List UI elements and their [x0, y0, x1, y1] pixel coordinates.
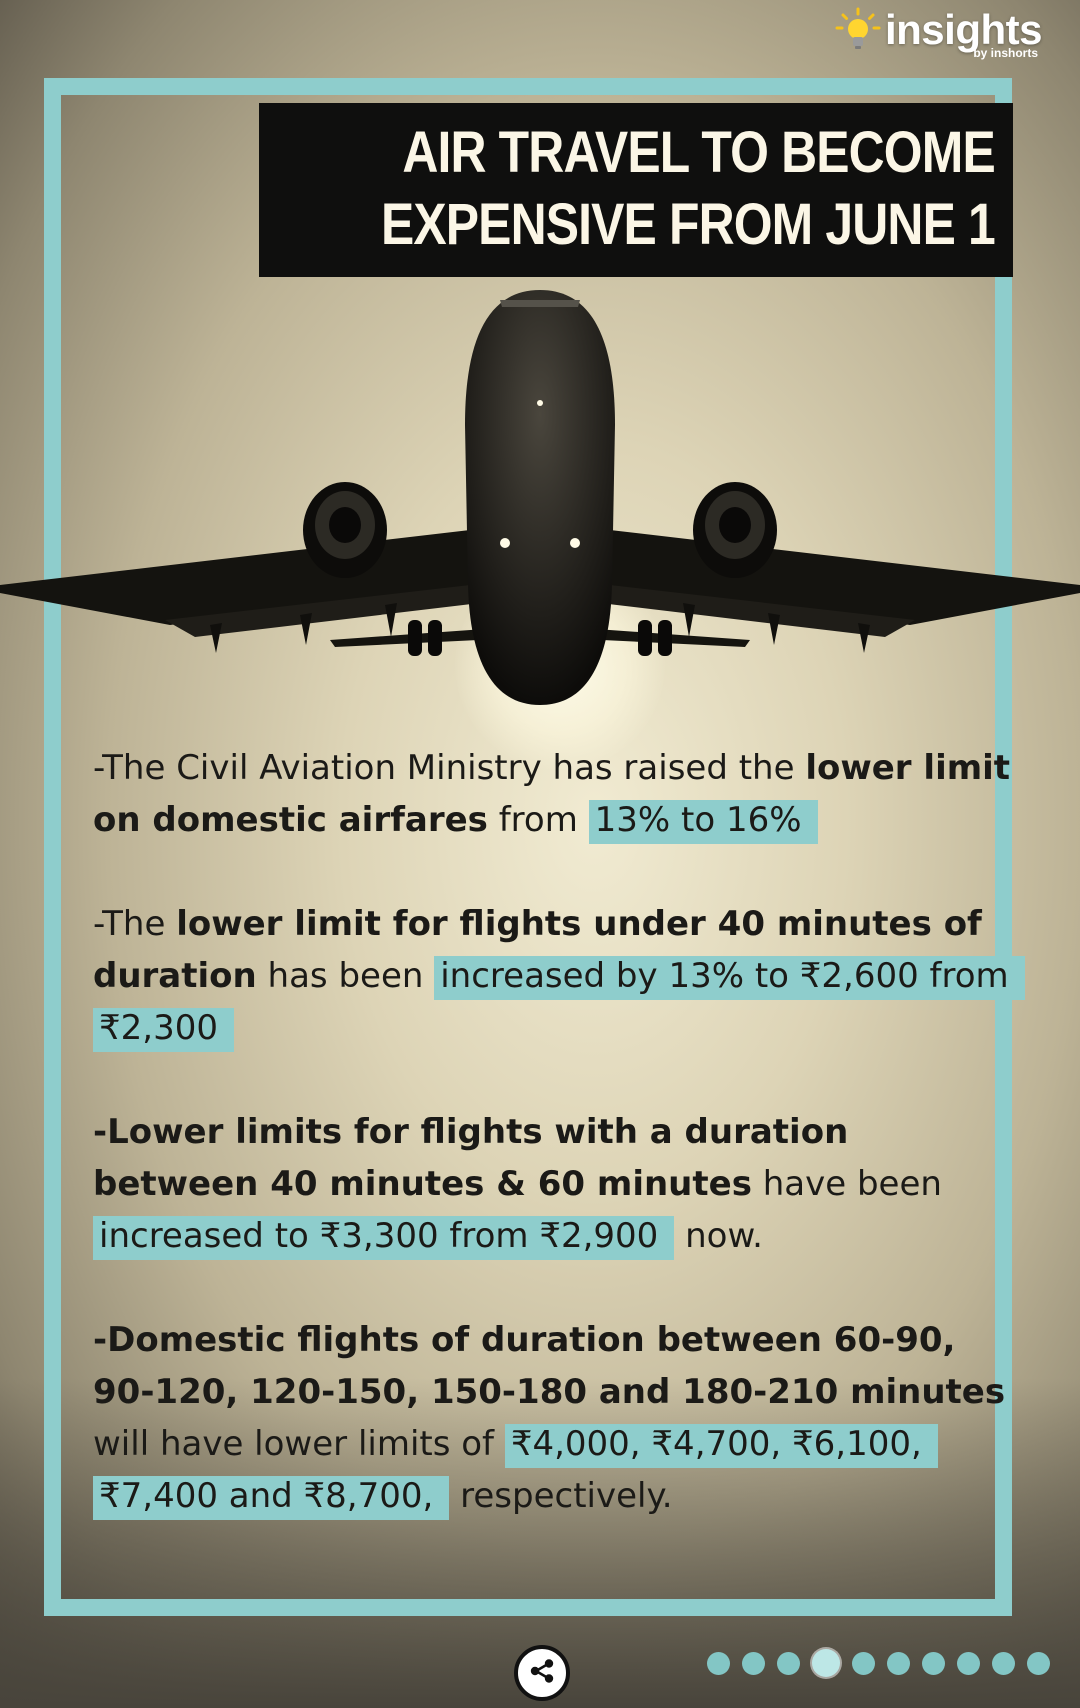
page-dot[interactable] — [992, 1651, 1015, 1675]
page-dot[interactable] — [852, 1651, 875, 1675]
paragraph-text: respectively. — [449, 1476, 673, 1516]
paragraph-bold-text: lower limit for flights under 40 minutes… — [93, 904, 982, 996]
share-button[interactable] — [514, 1645, 570, 1701]
paragraph-1: -The Civil Aviation Ministry has raised … — [93, 742, 1013, 846]
headline-box: AIR TRAVEL TO BECOME EXPENSIVE FROM JUNE… — [259, 103, 1013, 277]
paragraph-text: has been — [256, 956, 435, 996]
page-dot-active[interactable] — [812, 1649, 840, 1677]
brand-logo: insights by inshorts — [835, 6, 1043, 60]
page-dot[interactable] — [707, 1651, 730, 1675]
highlighted-text: increased to ₹3,300 from ₹2,900 — [93, 1216, 675, 1260]
airplane-image — [0, 290, 1080, 705]
page-dot[interactable] — [887, 1651, 910, 1675]
page-dot[interactable] — [957, 1651, 980, 1675]
paragraph-text: -The Civil Aviation Ministry has raised … — [93, 748, 806, 788]
pagination-dots — [707, 1649, 1050, 1677]
paragraph-bold-text: -Domestic flights of duration between 60… — [93, 1320, 1006, 1412]
page-dot[interactable] — [742, 1651, 765, 1675]
paragraph-2: -The lower limit for flights under 40 mi… — [93, 898, 1025, 1054]
share-icon — [527, 1656, 557, 1690]
paragraph-text: -The — [93, 904, 177, 944]
lightbulb-icon — [835, 7, 881, 53]
page-dot[interactable] — [922, 1651, 945, 1675]
brand-subtitle: by inshorts — [973, 46, 1038, 60]
content-frame — [44, 78, 1012, 1616]
paragraph-bold-text: -Lower limits for flights with a duratio… — [93, 1112, 849, 1204]
paragraph-text: from — [487, 800, 589, 840]
paragraph-4: -Domestic flights of duration between 60… — [93, 1314, 1013, 1522]
headline-line-1: AIR TRAVEL TO BECOME — [402, 120, 996, 185]
paragraph-text: now. — [674, 1216, 763, 1256]
page-dot[interactable] — [777, 1651, 800, 1675]
page-dot[interactable] — [1027, 1651, 1050, 1675]
paragraph-text: will have lower limits of — [93, 1424, 505, 1464]
highlighted-text: 13% to 16% — [588, 800, 818, 844]
headline-line-2: EXPENSIVE FROM JUNE 1 — [381, 192, 996, 257]
paragraph-3: -Lower limits for flights with a duratio… — [93, 1106, 1013, 1262]
article-body: -The Civil Aviation Ministry has raised … — [93, 742, 1025, 1574]
paragraph-text: have been — [751, 1164, 942, 1204]
brand-name: insights — [884, 6, 1043, 53]
paragraph-bold-text: lower limit on domestic airfares — [93, 748, 1011, 840]
